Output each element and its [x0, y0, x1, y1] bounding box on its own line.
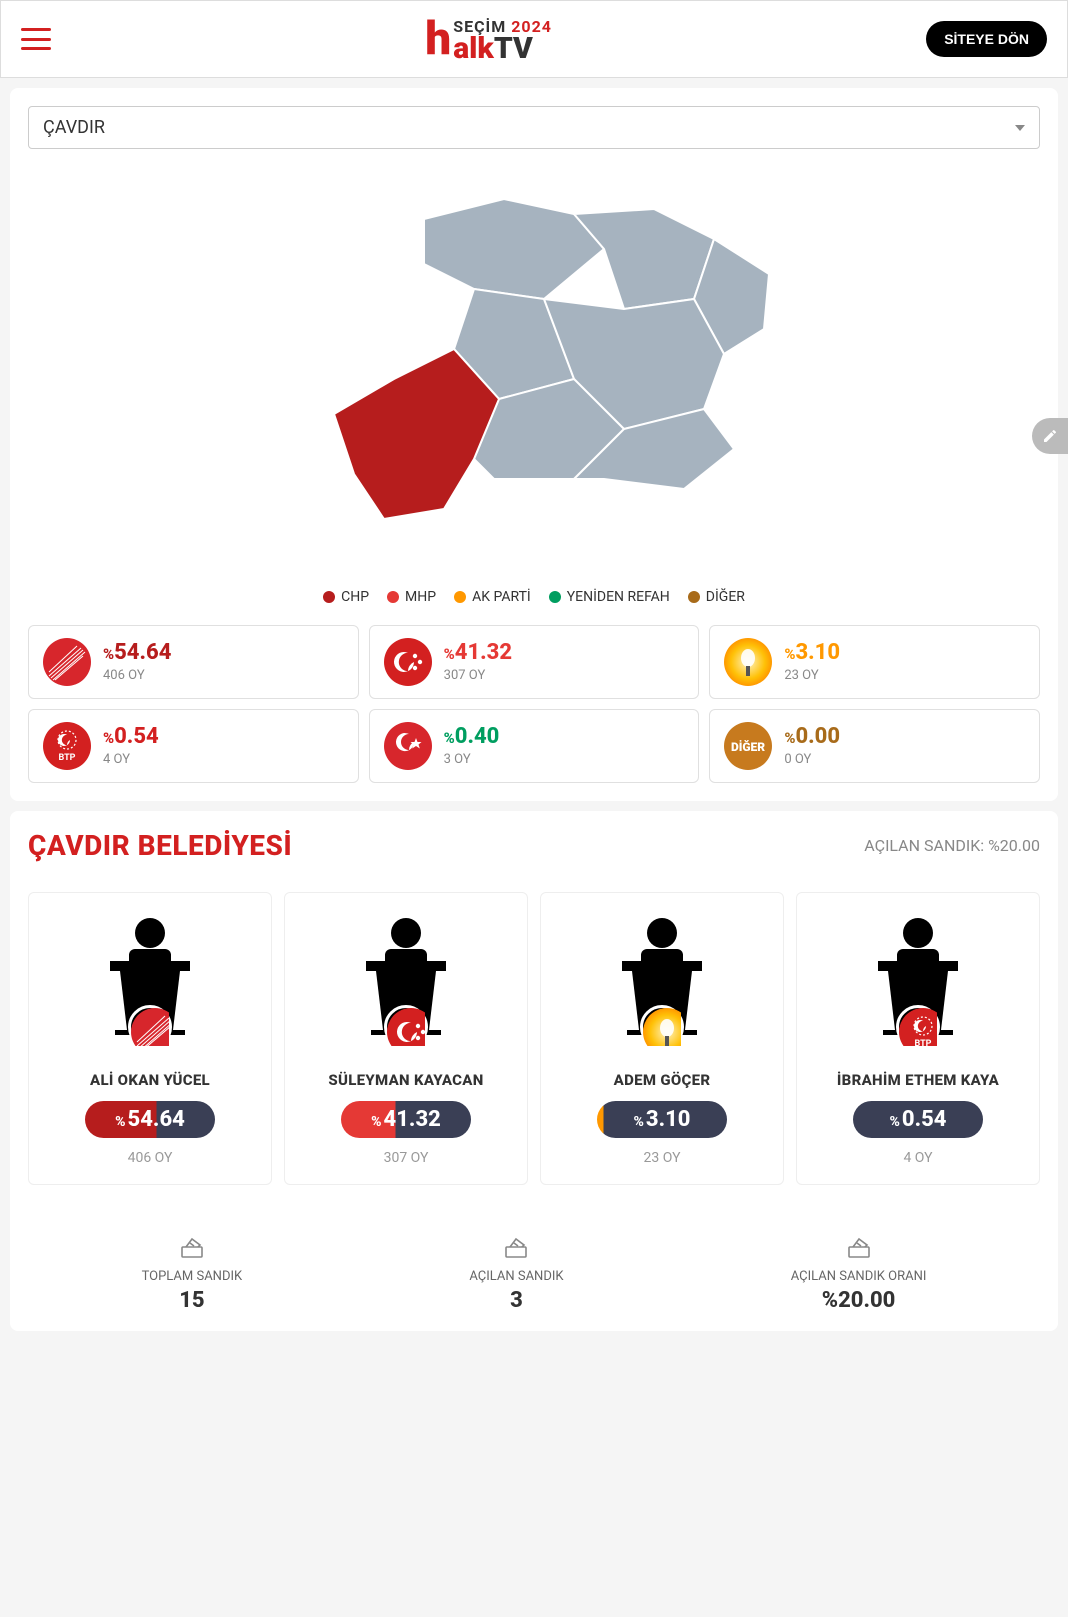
legend-label: AK PARTİ: [472, 589, 531, 605]
candidate-card[interactable]: ALİ OKAN YÜCEL %54.64 406 OY: [28, 892, 272, 1185]
party-logo-yrp: [384, 722, 432, 770]
party-card-diger[interactable]: DİĞER %0.00 0 OY: [709, 709, 1040, 783]
candidate-podium-icon: [351, 915, 461, 1039]
candidate-party-badge: [384, 1005, 428, 1049]
candidate-name: ADEM GÖÇER: [553, 1071, 771, 1089]
candidate-podium-icon: BTP: [863, 915, 973, 1039]
candidate-card[interactable]: BTP İBRAHİM ETHEM KAYA %0.54 4 OY: [796, 892, 1040, 1185]
party-pct: %0.54: [103, 725, 159, 749]
legend-label: DİĞER: [706, 589, 745, 605]
legend-dot: [549, 591, 561, 603]
candidate-votes: 307 OY: [297, 1150, 515, 1166]
stat-label: AÇILAN SANDIK: [469, 1269, 563, 1284]
brand-bottom-black: TV: [494, 31, 533, 66]
legend-item: CHP: [323, 589, 369, 605]
candidate-name: SÜLEYMAN KAYACAN: [297, 1071, 515, 1089]
ballot-box-icon: [791, 1235, 927, 1263]
ballot-box-icon: [469, 1235, 563, 1263]
brand-bottom-red: alk: [453, 31, 494, 66]
legend-item: YENİDEN REFAH: [549, 589, 670, 605]
party-results-grid: %54.64 406 OY %41.32 307 OY %3.10 23 OY …: [28, 625, 1040, 783]
stat-label: TOPLAM SANDIK: [142, 1269, 243, 1284]
ballot-stats: TOPLAM SANDIK 15 AÇILAN SANDIK 3 AÇILAN …: [28, 1215, 1040, 1313]
stat-item: AÇILAN SANDIK 3: [469, 1235, 563, 1313]
party-votes: 23 OY: [784, 668, 840, 683]
party-logo-akp: [724, 638, 772, 686]
stat-item: TOPLAM SANDIK 15: [142, 1235, 243, 1313]
legend-item: DİĞER: [688, 589, 745, 605]
svg-text:BTP: BTP: [914, 1039, 931, 1046]
party-votes: 0 OY: [784, 752, 840, 767]
legend-item: MHP: [387, 589, 436, 605]
edit-fab-icon[interactable]: [1032, 418, 1068, 454]
party-card-yrp[interactable]: %0.40 3 OY: [369, 709, 700, 783]
candidate-pct-pill: %0.54: [853, 1101, 983, 1138]
legend-item: AK PARTİ: [454, 589, 531, 605]
candidate-card[interactable]: SÜLEYMAN KAYACAN %41.32 307 OY: [284, 892, 528, 1185]
party-votes: 4 OY: [103, 752, 159, 767]
party-votes: 406 OY: [103, 668, 171, 683]
party-pct: %0.00: [784, 725, 840, 749]
candidate-grid: ALİ OKAN YÜCEL %54.64 406 OY SÜLEYMAN KA…: [28, 892, 1040, 1185]
party-pct: %54.64: [103, 641, 171, 665]
municipality-title: ÇAVDIR BELEDİYESİ: [28, 829, 292, 862]
stat-value: %20.00: [791, 1288, 927, 1313]
candidate-name: İBRAHİM ETHEM KAYA: [809, 1071, 1027, 1089]
brand-logo: h SEÇİM 2024 alkTV: [425, 16, 552, 62]
municipality-card: ÇAVDIR BELEDİYESİ AÇILAN SANDIK: %20.00 …: [10, 811, 1058, 1331]
svg-text:DİĞER: DİĞER: [731, 739, 765, 754]
legend-dot: [454, 591, 466, 603]
legend-dot: [387, 591, 399, 603]
candidate-votes: 4 OY: [809, 1150, 1027, 1166]
legend-dot: [323, 591, 335, 603]
svg-text:BTP: BTP: [58, 753, 75, 763]
candidate-podium-icon: [607, 915, 717, 1039]
candidate-pct-pill: %54.64: [85, 1101, 215, 1138]
map-legend: CHP MHP AK PARTİ YENİDEN REFAH DİĞER: [28, 589, 1040, 605]
stat-item: AÇILAN SANDIK ORANI %20.00: [791, 1235, 927, 1313]
legend-label: MHP: [405, 589, 436, 605]
legend-dot: [688, 591, 700, 603]
back-to-site-button[interactable]: SİTEYE DÖN: [926, 21, 1047, 57]
candidate-party-badge: [128, 1005, 172, 1049]
district-map: [28, 149, 1040, 569]
candidate-pct-pill: %41.32: [341, 1101, 471, 1138]
chevron-down-icon: [1015, 125, 1025, 131]
legend-label: CHP: [341, 589, 369, 605]
party-logo-mhp: [384, 638, 432, 686]
stat-value: 3: [469, 1288, 563, 1313]
candidate-votes: 406 OY: [41, 1150, 259, 1166]
opened-box-label: AÇILAN SANDIK: %20.00: [864, 836, 1040, 855]
party-votes: 3 OY: [444, 752, 500, 767]
candidate-card[interactable]: ADEM GÖÇER %3.10 23 OY: [540, 892, 784, 1185]
party-votes: 307 OY: [444, 668, 512, 683]
candidate-podium-icon: [95, 915, 205, 1039]
party-pct: %0.40: [444, 725, 500, 749]
party-logo-btp: BTP: [43, 722, 91, 770]
party-card-btp[interactable]: BTP %0.54 4 OY: [28, 709, 359, 783]
ballot-box-icon: [142, 1235, 243, 1263]
district-select-value: ÇAVDIR: [43, 117, 105, 138]
candidate-name: ALİ OKAN YÜCEL: [41, 1071, 259, 1089]
menu-icon[interactable]: [21, 28, 51, 50]
party-pct: %3.10: [784, 641, 840, 665]
stat-label: AÇILAN SANDIK ORANI: [791, 1269, 927, 1284]
candidate-pct-pill: %3.10: [597, 1101, 727, 1138]
app-header: h SEÇİM 2024 alkTV SİTEYE DÖN: [0, 0, 1068, 78]
party-card-akp[interactable]: %3.10 23 OY: [709, 625, 1040, 699]
party-logo-chp: [43, 638, 91, 686]
stat-value: 15: [142, 1288, 243, 1313]
party-card-chp[interactable]: %54.64 406 OY: [28, 625, 359, 699]
party-pct: %41.32: [444, 641, 512, 665]
map-card: ÇAVDIR CHP MHP AK PARTİ YENİDEN REFAH DİĞER …: [10, 88, 1058, 801]
candidate-party-badge: BTP: [896, 1005, 940, 1049]
district-select[interactable]: ÇAVDIR: [28, 106, 1040, 149]
party-logo-diger: DİĞER: [724, 722, 772, 770]
candidate-votes: 23 OY: [553, 1150, 771, 1166]
candidate-party-badge: [640, 1005, 684, 1049]
legend-label: YENİDEN REFAH: [567, 589, 670, 605]
party-card-mhp[interactable]: %41.32 307 OY: [369, 625, 700, 699]
